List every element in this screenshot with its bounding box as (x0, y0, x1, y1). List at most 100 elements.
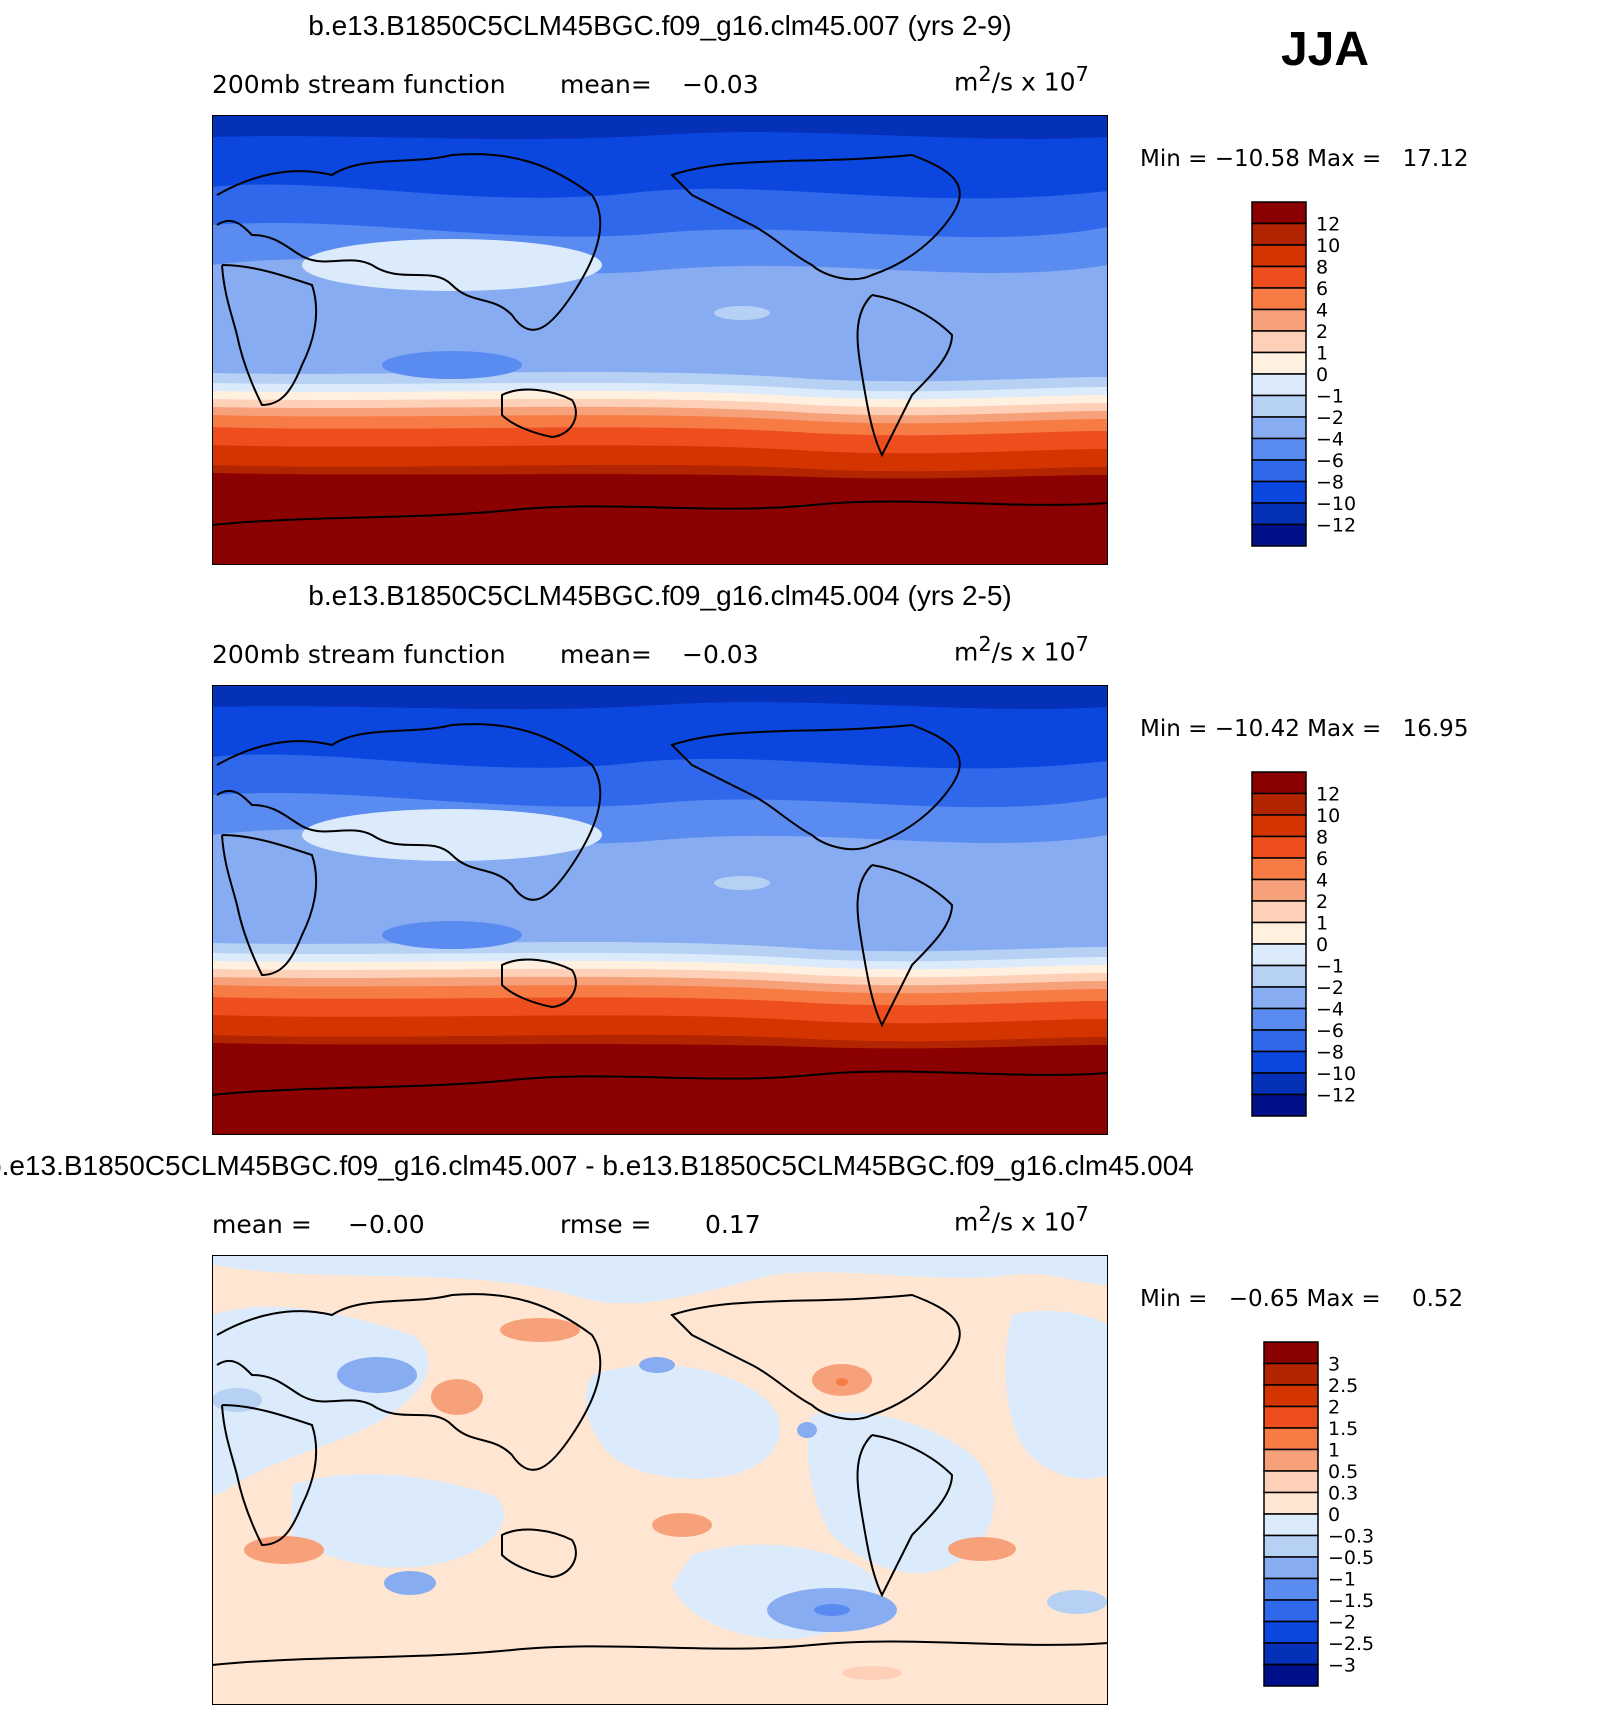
max-value: 16.95 (1402, 716, 1469, 742)
min-max-readout: Min = −10.58 Max = 17.12 (1140, 146, 1468, 172)
mean-label: mean = (212, 1210, 312, 1239)
min-label: Min = (1140, 1286, 1208, 1312)
colorbar-box (1251, 1072, 1307, 1096)
colorbar-box (1251, 1093, 1307, 1117)
colorbar-box (1263, 1599, 1319, 1623)
colorbar-label: −8 (1316, 1042, 1344, 1064)
diff-high-asia (431, 1379, 483, 1415)
colorbar-label: −6 (1316, 450, 1344, 472)
colorbar-label: −2.5 (1328, 1633, 1374, 1655)
diff-high-south-pacific (652, 1513, 712, 1537)
colorbar-box (1251, 1050, 1307, 1074)
colorbar-label: 4 (1316, 300, 1328, 322)
rmse-value: 0.17 (705, 1210, 761, 1239)
diff-low-central-pacific (639, 1357, 675, 1373)
diff-high-north-pacific (500, 1318, 580, 1342)
map-anomaly-indian-ocean (382, 921, 522, 949)
colorbar-label: 8 (1316, 257, 1328, 279)
variable-label: 200mb stream function (212, 70, 506, 99)
colorbar-label: 2 (1316, 891, 1328, 913)
max-label: Max = (1307, 146, 1382, 172)
colorbar-box (1263, 1470, 1319, 1494)
units-label: m2/s x 107 (954, 1202, 1089, 1236)
colorbar-box (1251, 201, 1307, 225)
colorbar-label: −10 (1316, 493, 1356, 515)
coast-africa (221, 834, 318, 977)
colorbar-box (1251, 330, 1307, 354)
colorbar-box (1251, 943, 1307, 967)
coast-africa (221, 1404, 318, 1547)
coastlines (212, 723, 1108, 1096)
map-field (212, 115, 1108, 565)
colorbar-label: −0.5 (1328, 1547, 1374, 1569)
coast-north-america (670, 723, 961, 851)
mean-value: −0.00 (348, 1210, 425, 1239)
coastlines (212, 1293, 1108, 1666)
colorbar-label: 2 (1328, 1397, 1340, 1419)
min-max-readout: Min = −0.65 Max = 0.52 (1140, 1286, 1463, 1312)
colorbar-label: −12 (1316, 515, 1356, 537)
colorbar-box (1263, 1384, 1319, 1408)
colorbar-box (1251, 222, 1307, 246)
season-title: JJA (1280, 23, 1370, 76)
colorbar-label: −10 (1316, 1063, 1356, 1085)
diff-low-east (1047, 1590, 1107, 1614)
colorbar-label: 1 (1316, 913, 1328, 935)
colorbar-label: 10 (1316, 805, 1340, 827)
units-mid: /s x 10 (991, 67, 1076, 97)
units-base: m (954, 67, 979, 97)
colorbar-box (1251, 1029, 1307, 1053)
diff-low-tropic (797, 1422, 817, 1438)
diff-negative-americas (808, 1412, 994, 1574)
map-anomaly-asia (302, 809, 602, 861)
diff-low-indian (384, 1571, 436, 1595)
panel-case-007: b.e13.B1850C5CLM45BGC.f09_g16.clm45.007 … (0, 0, 1605, 570)
diff-high-america-core (836, 1378, 848, 1386)
colorbar-label: −4 (1316, 999, 1344, 1021)
map-field (212, 685, 1108, 1135)
colorbar-box (1251, 502, 1307, 526)
coast-australia (501, 958, 577, 1009)
colorbar-label: −3 (1328, 1655, 1356, 1677)
colorbar-box (1251, 351, 1307, 375)
diff-high-southwest (244, 1536, 324, 1564)
mean-value: −0.03 (682, 70, 759, 99)
variable-label: 200mb stream function (212, 640, 506, 669)
max-label: Max = (1306, 1286, 1381, 1312)
colorbar-box (1251, 900, 1307, 924)
units-sup-2: 2 (978, 632, 992, 656)
units-label: m2/s x 107 (954, 62, 1089, 96)
colorbar-box (1263, 1577, 1319, 1601)
colorbar-box (1251, 1007, 1307, 1031)
min-value: −0.65 (1228, 1286, 1300, 1312)
colorbar-box (1263, 1534, 1319, 1558)
colorbar-box (1251, 857, 1307, 881)
colorbar-label: 12 (1316, 784, 1340, 806)
diff-high-antarctic (842, 1666, 902, 1680)
colorbar-box (1263, 1448, 1319, 1472)
units-mid: /s x 10 (991, 637, 1076, 667)
min-label: Min = (1140, 146, 1208, 172)
colorbar-label: −1 (1316, 386, 1344, 408)
colorbar-box (1263, 1620, 1319, 1644)
diff-negative-east (1005, 1310, 1108, 1479)
mean-value: −0.03 (682, 640, 759, 669)
colorbar-label: −1.5 (1328, 1590, 1374, 1612)
min-max-readout: Min = −10.42 Max = 16.95 (1140, 716, 1468, 742)
units-label: m2/s x 107 (954, 632, 1089, 666)
colorbar-label: 0.5 (1328, 1461, 1358, 1483)
panel-title: b.e13.B1850C5CLM45BGC.f09_g16.clm45.004 … (308, 580, 1012, 611)
colorbar-label: 1 (1316, 343, 1328, 365)
colorbar-label: 1.5 (1328, 1418, 1358, 1440)
map-anomaly-pacific (714, 876, 770, 890)
colorbar-box (1251, 921, 1307, 945)
diff-core-south (814, 1604, 850, 1616)
max-value: 17.12 (1402, 146, 1469, 172)
colorbar-label: −2 (1328, 1612, 1356, 1634)
colorbar-label: 2.5 (1328, 1375, 1358, 1397)
units-sup-2: 2 (978, 1202, 992, 1226)
coast-europe-asia (216, 1293, 602, 1471)
diff-high-east (948, 1537, 1016, 1561)
map-anomaly-pacific (714, 306, 770, 320)
